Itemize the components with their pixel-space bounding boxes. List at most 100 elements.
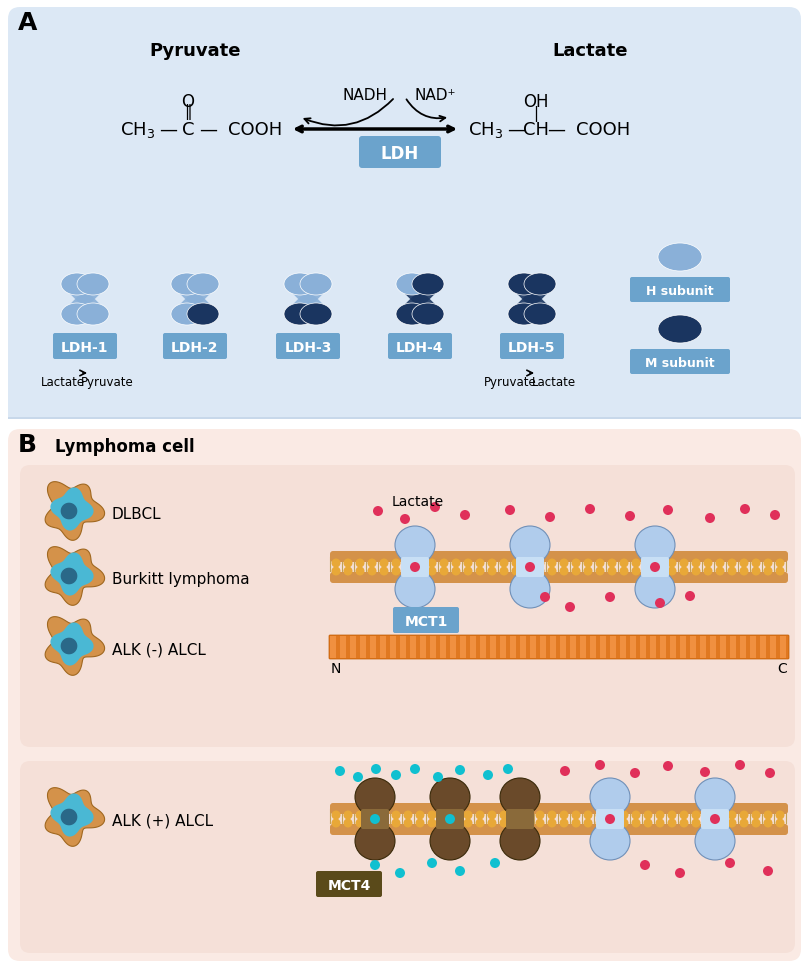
Circle shape bbox=[608, 559, 616, 568]
Circle shape bbox=[427, 819, 437, 828]
Circle shape bbox=[632, 559, 641, 568]
FancyBboxPatch shape bbox=[8, 209, 801, 418]
Bar bbox=[510, 637, 516, 658]
Circle shape bbox=[355, 819, 365, 828]
Circle shape bbox=[692, 559, 701, 568]
Circle shape bbox=[476, 819, 485, 828]
Bar bbox=[350, 637, 357, 658]
Circle shape bbox=[523, 811, 532, 820]
Circle shape bbox=[715, 559, 725, 568]
Circle shape bbox=[344, 567, 353, 576]
Text: Pyruvate: Pyruvate bbox=[149, 42, 241, 60]
Circle shape bbox=[704, 819, 713, 828]
Text: Lactate: Lactate bbox=[553, 42, 628, 60]
Circle shape bbox=[727, 559, 736, 568]
Circle shape bbox=[643, 811, 653, 820]
Bar bbox=[550, 637, 557, 658]
Ellipse shape bbox=[300, 273, 332, 296]
Circle shape bbox=[353, 772, 363, 782]
Circle shape bbox=[680, 811, 688, 820]
Polygon shape bbox=[61, 638, 78, 655]
Text: A: A bbox=[18, 11, 37, 35]
FancyBboxPatch shape bbox=[388, 333, 452, 359]
Circle shape bbox=[451, 819, 460, 828]
Circle shape bbox=[675, 868, 685, 878]
Polygon shape bbox=[45, 788, 104, 847]
Circle shape bbox=[595, 567, 604, 576]
Text: Lactate: Lactate bbox=[392, 494, 444, 509]
Circle shape bbox=[595, 559, 604, 568]
Circle shape bbox=[739, 559, 748, 568]
Bar bbox=[360, 637, 366, 658]
Circle shape bbox=[667, 811, 676, 820]
Circle shape bbox=[460, 511, 470, 520]
Ellipse shape bbox=[500, 778, 540, 816]
FancyBboxPatch shape bbox=[8, 8, 801, 416]
Circle shape bbox=[430, 503, 440, 513]
Text: Lactate: Lactate bbox=[532, 376, 576, 389]
Polygon shape bbox=[45, 483, 104, 541]
Circle shape bbox=[476, 567, 485, 576]
Circle shape bbox=[704, 811, 713, 820]
Text: |: | bbox=[533, 106, 539, 122]
Circle shape bbox=[764, 559, 773, 568]
Circle shape bbox=[630, 768, 640, 778]
Circle shape bbox=[488, 819, 497, 828]
Circle shape bbox=[740, 505, 750, 515]
Circle shape bbox=[560, 559, 569, 568]
Circle shape bbox=[663, 762, 673, 771]
Bar bbox=[650, 637, 656, 658]
Circle shape bbox=[763, 866, 773, 876]
Circle shape bbox=[715, 819, 725, 828]
Circle shape bbox=[523, 819, 532, 828]
Ellipse shape bbox=[430, 822, 470, 860]
Circle shape bbox=[367, 819, 376, 828]
Circle shape bbox=[540, 592, 550, 603]
Circle shape bbox=[379, 559, 388, 568]
Text: MCT1: MCT1 bbox=[404, 614, 447, 628]
Bar bbox=[610, 637, 616, 658]
Circle shape bbox=[464, 567, 472, 576]
Circle shape bbox=[605, 592, 615, 603]
Ellipse shape bbox=[508, 303, 540, 326]
Text: ALK (-) ALCL: ALK (-) ALCL bbox=[112, 641, 205, 657]
Bar bbox=[430, 637, 437, 658]
Circle shape bbox=[583, 819, 592, 828]
Circle shape bbox=[476, 811, 485, 820]
FancyBboxPatch shape bbox=[361, 809, 389, 829]
Ellipse shape bbox=[171, 303, 203, 326]
Circle shape bbox=[571, 811, 581, 820]
Circle shape bbox=[583, 559, 592, 568]
Circle shape bbox=[727, 811, 736, 820]
Ellipse shape bbox=[430, 778, 470, 816]
Text: Lymphoma cell: Lymphoma cell bbox=[55, 438, 195, 455]
Circle shape bbox=[770, 511, 780, 520]
Circle shape bbox=[776, 811, 785, 820]
Circle shape bbox=[739, 819, 748, 828]
Circle shape bbox=[571, 559, 581, 568]
Circle shape bbox=[416, 559, 425, 568]
Text: Pyruvate: Pyruvate bbox=[484, 376, 536, 389]
Text: —: — bbox=[547, 121, 565, 139]
Circle shape bbox=[727, 819, 736, 828]
Polygon shape bbox=[61, 503, 78, 519]
Text: CH$_3$: CH$_3$ bbox=[468, 120, 503, 140]
Circle shape bbox=[608, 819, 616, 828]
Text: C: C bbox=[182, 121, 194, 139]
FancyBboxPatch shape bbox=[641, 557, 669, 578]
FancyBboxPatch shape bbox=[516, 557, 544, 578]
FancyBboxPatch shape bbox=[630, 278, 730, 302]
Circle shape bbox=[655, 599, 665, 609]
Text: LDH-2: LDH-2 bbox=[172, 341, 218, 355]
Circle shape bbox=[548, 811, 557, 820]
Circle shape bbox=[655, 559, 664, 568]
Circle shape bbox=[416, 811, 425, 820]
Circle shape bbox=[595, 761, 605, 770]
Circle shape bbox=[620, 811, 629, 820]
Bar bbox=[770, 637, 777, 658]
Bar bbox=[670, 637, 676, 658]
Circle shape bbox=[545, 513, 555, 522]
Bar bbox=[330, 637, 337, 658]
Ellipse shape bbox=[300, 303, 332, 326]
Circle shape bbox=[565, 603, 575, 612]
